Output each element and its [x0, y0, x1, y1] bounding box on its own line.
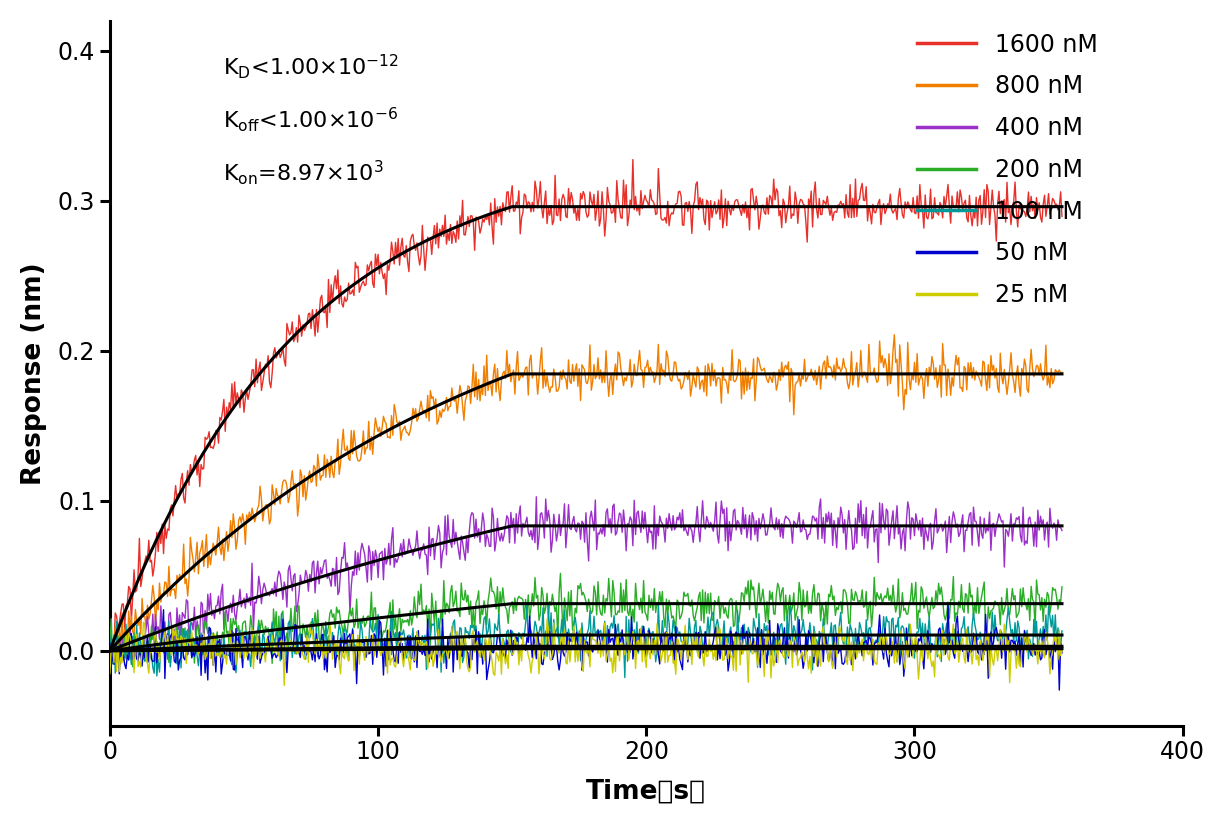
100 nM — [414, 630, 429, 640]
200 nM — [103, 639, 118, 648]
100 nM — [1054, 626, 1069, 636]
1600 nM — [625, 154, 640, 164]
400 nM — [588, 495, 603, 505]
50 nM — [414, 649, 429, 659]
Line: 1600 nM: 1600 nM — [110, 159, 1062, 653]
Y-axis label: Response (nm): Response (nm) — [21, 262, 47, 484]
400 nM — [103, 662, 118, 672]
Line: 100 nM: 100 nM — [110, 604, 1062, 677]
50 nM — [949, 619, 964, 629]
100 nM — [645, 629, 660, 639]
Text: K$_\mathregular{on}$=8.97×10$^{3}$: K$_\mathregular{on}$=8.97×10$^{3}$ — [223, 158, 384, 187]
Line: 400 nM: 400 nM — [110, 497, 1062, 667]
400 nM — [770, 525, 785, 535]
100 nM — [103, 656, 118, 666]
1600 nM — [949, 202, 964, 212]
50 nM — [1054, 648, 1069, 658]
1600 nM — [414, 220, 429, 230]
800 nM — [645, 367, 660, 377]
400 nM — [414, 545, 429, 555]
200 nM — [553, 568, 568, 578]
Text: K$_\mathregular{D}$<1.00×10$^{-12}$: K$_\mathregular{D}$<1.00×10$^{-12}$ — [223, 53, 398, 82]
400 nM — [645, 526, 660, 536]
Line: 50 nM: 50 nM — [110, 604, 1062, 690]
100 nM — [586, 611, 601, 621]
50 nM — [642, 630, 657, 640]
50 nM — [1052, 685, 1067, 695]
200 nM — [590, 610, 604, 620]
800 nM — [886, 330, 901, 340]
50 nM — [103, 639, 118, 648]
25 nM — [690, 647, 705, 657]
200 nM — [646, 606, 661, 615]
25 nM — [950, 635, 965, 645]
400 nM — [689, 518, 704, 528]
800 nM — [588, 374, 603, 384]
Line: 800 nM: 800 nM — [110, 335, 1062, 662]
100 nM — [618, 672, 633, 682]
1600 nM — [645, 195, 660, 205]
100 nM — [771, 630, 786, 640]
800 nM — [417, 406, 432, 416]
800 nM — [950, 360, 965, 370]
800 nM — [770, 379, 785, 389]
25 nM — [646, 650, 661, 660]
25 nM — [1054, 645, 1069, 655]
50 nM — [586, 643, 601, 653]
50 nM — [769, 658, 783, 667]
1600 nM — [689, 179, 704, 189]
800 nM — [110, 657, 125, 667]
200 nM — [417, 605, 432, 615]
Legend: 1600 nM, 800 nM, 400 nM, 200 nM, 100 nM, 50 nM, 25 nM: 1600 nM, 800 nM, 400 nM, 200 nM, 100 nM,… — [910, 26, 1105, 314]
100 nM — [690, 645, 705, 655]
800 nM — [689, 382, 704, 392]
200 nM — [690, 602, 705, 612]
25 nM — [771, 638, 786, 648]
400 nM — [1054, 526, 1069, 535]
X-axis label: Time（s）: Time（s） — [586, 778, 706, 804]
25 nM — [417, 641, 432, 651]
200 nM — [125, 662, 140, 672]
400 nM — [949, 522, 964, 532]
1600 nM — [770, 186, 785, 196]
50 nM — [688, 638, 702, 648]
1600 nM — [1054, 211, 1069, 221]
400 nM — [528, 492, 543, 502]
25 nM — [590, 640, 604, 650]
Line: 25 nM: 25 nM — [110, 619, 1062, 686]
200 nM — [1054, 582, 1069, 592]
Text: K$_\mathregular{off}$<1.00×10$^{-6}$: K$_\mathregular{off}$<1.00×10$^{-6}$ — [223, 106, 397, 134]
50 nM — [940, 599, 955, 609]
25 nM — [103, 668, 118, 678]
Line: 200 nM: 200 nM — [110, 573, 1062, 667]
1600 nM — [586, 190, 601, 200]
200 nM — [950, 610, 965, 620]
800 nM — [1054, 367, 1069, 377]
200 nM — [771, 582, 786, 592]
800 nM — [103, 649, 118, 659]
25 nM — [539, 614, 554, 624]
1600 nM — [103, 648, 118, 658]
100 nM — [651, 599, 666, 609]
25 nM — [277, 681, 292, 691]
100 nM — [950, 626, 965, 636]
